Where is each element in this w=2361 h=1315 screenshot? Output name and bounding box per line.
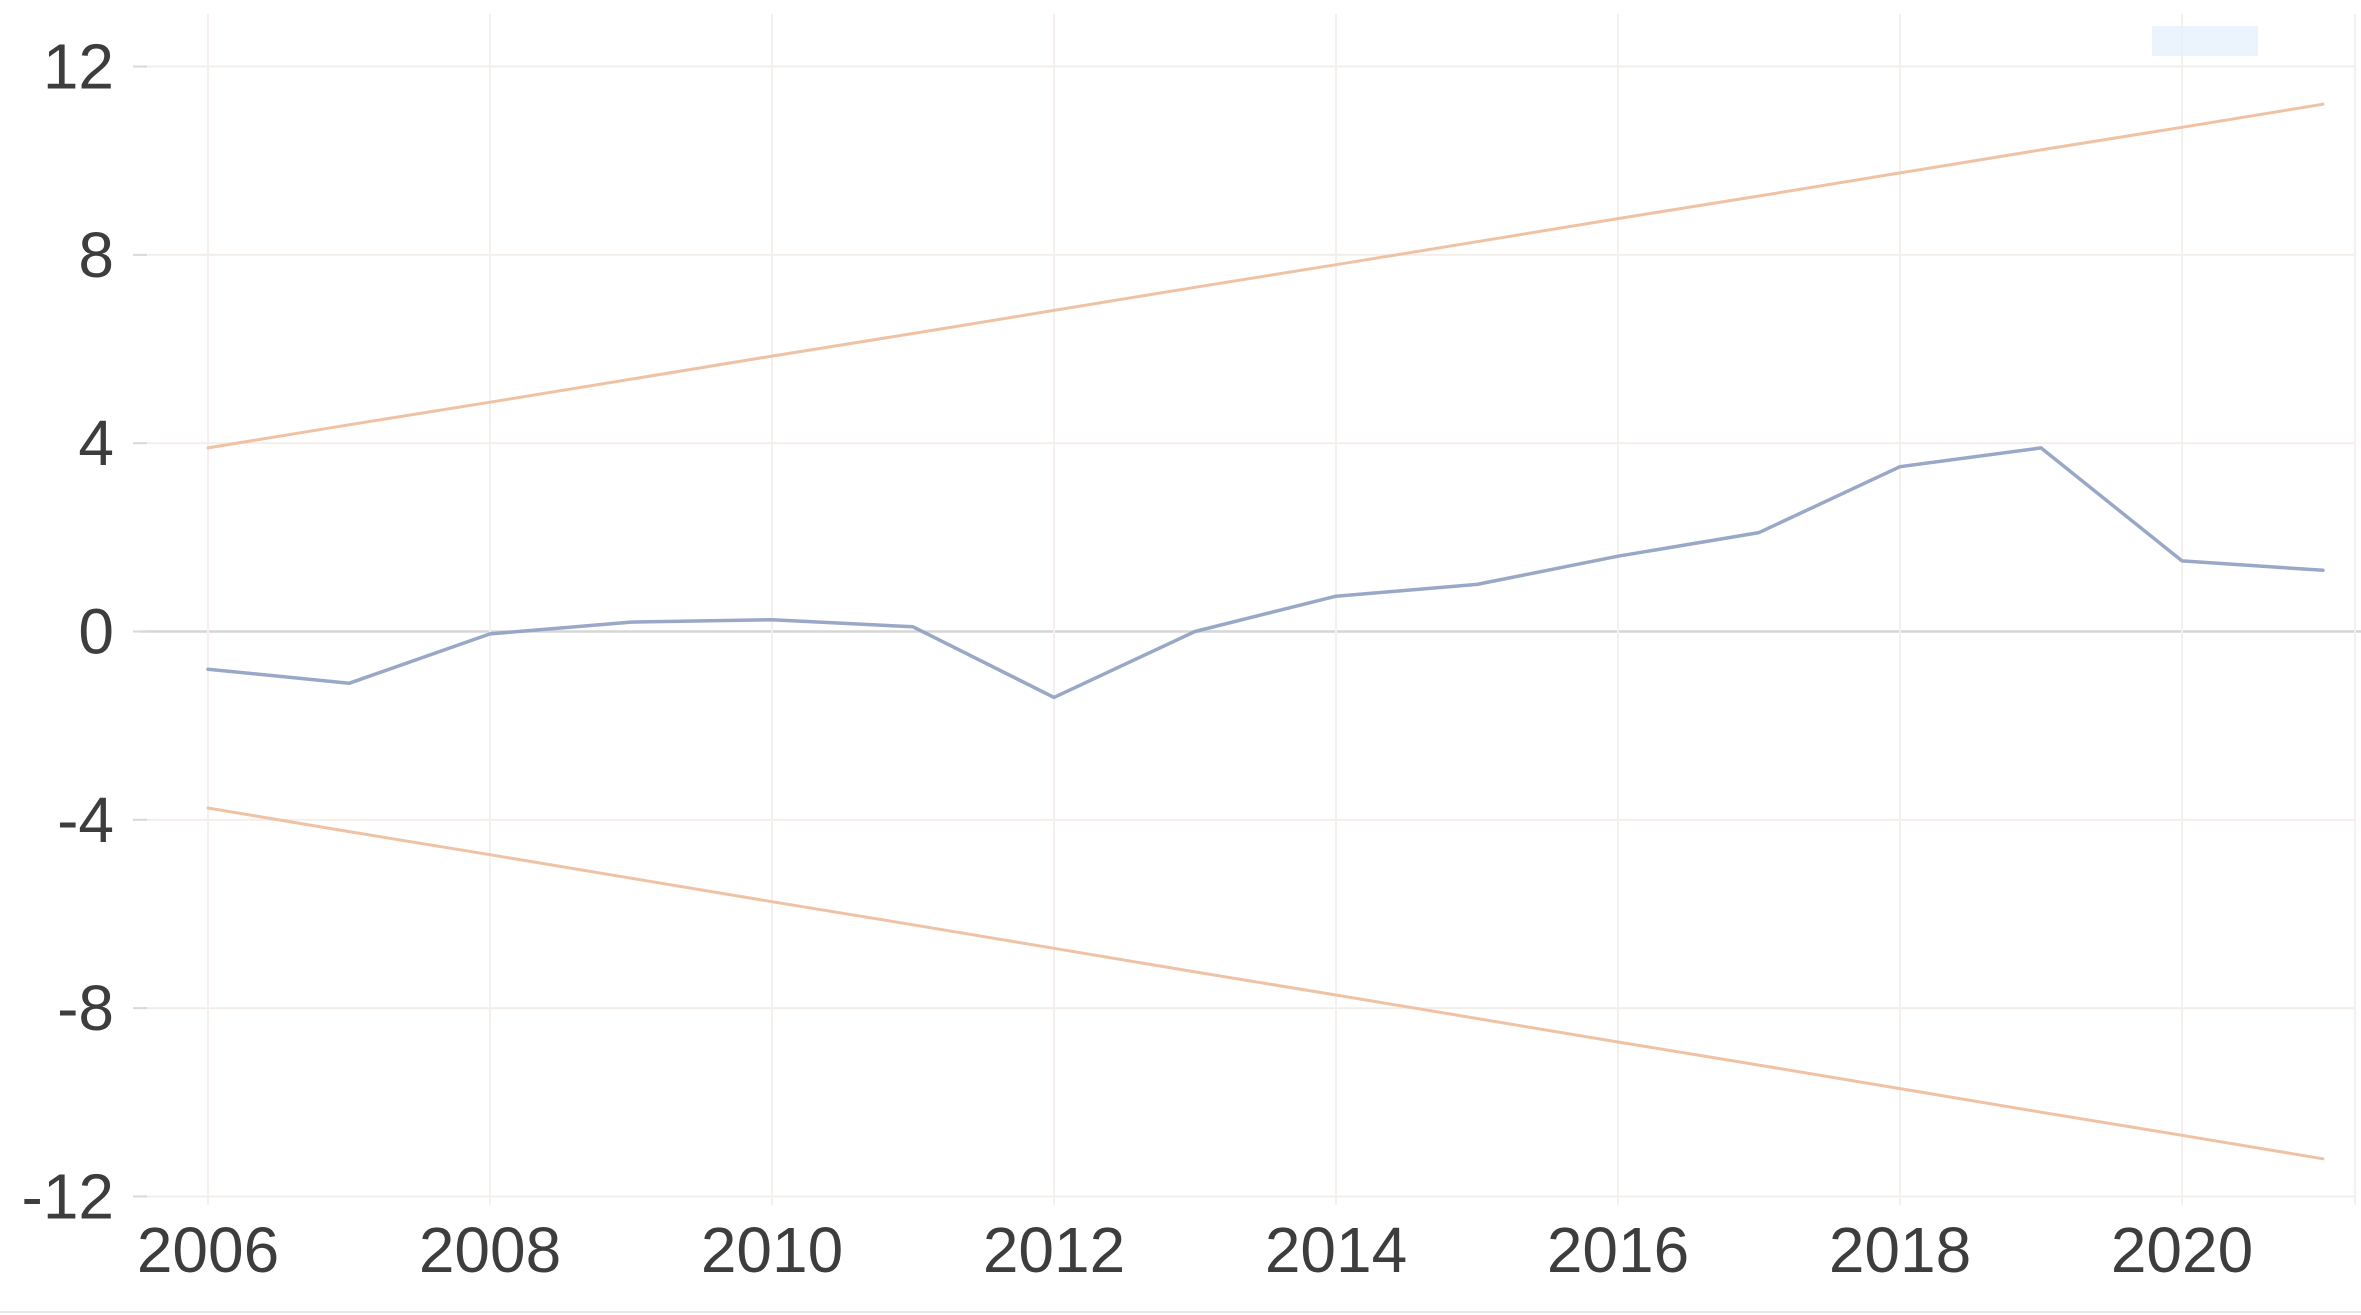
x-axis-label-2018: 2018 [1829, 1214, 1971, 1286]
y-axis-label-8: 8 [78, 219, 114, 291]
lower-bound-line [206, 806, 2325, 1161]
x-axis-label-2016: 2016 [1547, 1214, 1689, 1286]
y-axis-label-4: 4 [78, 407, 114, 479]
x-axis-labels: 2006 2008 2010 2012 2014 2016 2018 2020 [137, 1214, 2253, 1286]
horizontal-gridlines [140, 65, 2361, 1198]
y-axis-label-12: 12 [43, 31, 114, 103]
main-line [206, 446, 2325, 700]
x-axis-label-2012: 2012 [983, 1214, 1125, 1286]
x-axis-label-2010: 2010 [701, 1214, 843, 1286]
x-axis-label-2020: 2020 [2111, 1214, 2253, 1286]
image-bottom-border [0, 1311, 2361, 1313]
y-axis-label--4: -4 [57, 784, 114, 856]
vertical-gridlines [207, 14, 2356, 1205]
upper-bound-line [206, 102, 2325, 450]
y-axis-label--12: -12 [22, 1160, 115, 1232]
x-axis-label-2006: 2006 [137, 1214, 279, 1286]
y-axis-labels: 12 8 4 0 -4 -8 -12 [22, 31, 115, 1233]
y-axis-label--8: -8 [57, 972, 114, 1044]
cropped-blue-artifact [2152, 26, 2258, 56]
x-axis-label-2008: 2008 [419, 1214, 561, 1286]
y-axis-tickmarks [133, 65, 147, 1198]
y-axis-label-0: 0 [78, 596, 114, 668]
x-axis-label-2014: 2014 [1265, 1214, 1407, 1286]
data-series-lines [206, 102, 2325, 1161]
